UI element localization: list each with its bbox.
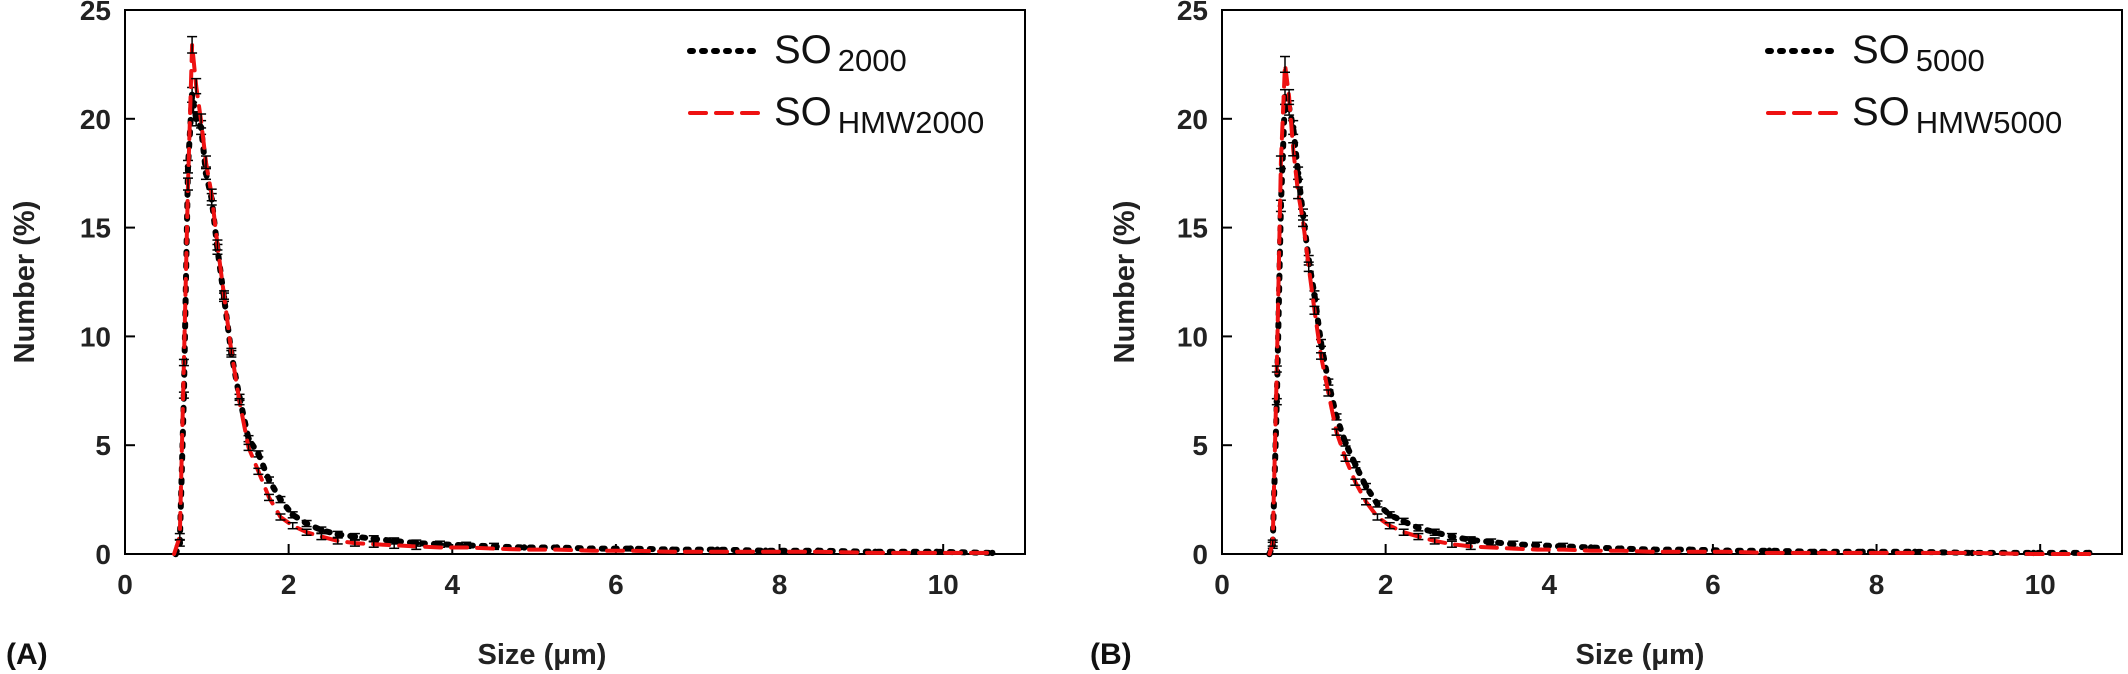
chart-panel-b: 0 5 10 15 20 25 0 2 4 6 8 10 Size (μm) Number (%) (B) S… — [1090, 0, 2123, 671]
x-axis-title: Size (μm) — [478, 639, 607, 671]
legend-label: SO HMW5000 — [1852, 90, 2062, 140]
x-tick-label: 0 — [117, 569, 133, 600]
x-tick-label: 8 — [772, 569, 788, 600]
data-point — [521, 544, 528, 551]
x-tick-label: 4 — [1541, 569, 1557, 600]
data-point — [1811, 548, 1818, 556]
y-tick-label: 10 — [80, 321, 111, 352]
y-tick-label: 10 — [1177, 321, 1208, 352]
chart-panel-a: 0 5 10 15 20 25 0 2 4 6 8 10 Size (μm) Number (%) (A) S… — [6, 0, 1026, 671]
y-tick-label: 25 — [1177, 0, 1208, 26]
y-axis-title: Number (%) — [9, 201, 41, 364]
y-tick-label: 20 — [80, 104, 111, 135]
x-tick-label: 8 — [1869, 569, 1885, 600]
y-tick-label: 5 — [95, 430, 111, 461]
series-line-dashed — [1267, 62, 2092, 556]
x-tick-label: 6 — [608, 569, 624, 600]
y-tick-label: 20 — [1177, 104, 1208, 135]
y-tick-label: 15 — [1177, 213, 1208, 244]
x-tick-label: 0 — [1214, 569, 1230, 600]
x-tick-label: 10 — [928, 569, 959, 600]
legend-label: SO 2000 — [774, 28, 907, 78]
y-tick-label: 15 — [80, 213, 111, 244]
panel-label: (B) — [1090, 638, 1132, 671]
x-tick-label: 6 — [1705, 569, 1721, 600]
y-tick-label: 5 — [1192, 430, 1208, 461]
x-tick-label: 2 — [281, 569, 297, 600]
plot-frame — [124, 9, 1026, 555]
plot-frame — [1221, 9, 2123, 555]
y-axis-title: Number (%) — [1109, 201, 1141, 364]
legend-label: SO 5000 — [1852, 28, 1985, 78]
x-tick-label: 10 — [2025, 569, 2056, 600]
x-tick-label: 4 — [444, 569, 460, 600]
data-point — [989, 549, 996, 557]
x-axis-title: Size (μm) — [1576, 639, 1705, 671]
y-tick-label: 25 — [80, 0, 111, 26]
y-tick-label: 0 — [1192, 539, 1208, 570]
series-line-dotted — [1266, 94, 2093, 557]
legend-label: SO HMW2000 — [774, 90, 984, 140]
x-tick-label: 2 — [1378, 569, 1394, 600]
panel-label: (A) — [6, 638, 48, 671]
y-tick-label: 0 — [95, 539, 111, 570]
series-line-dotted — [172, 91, 996, 557]
